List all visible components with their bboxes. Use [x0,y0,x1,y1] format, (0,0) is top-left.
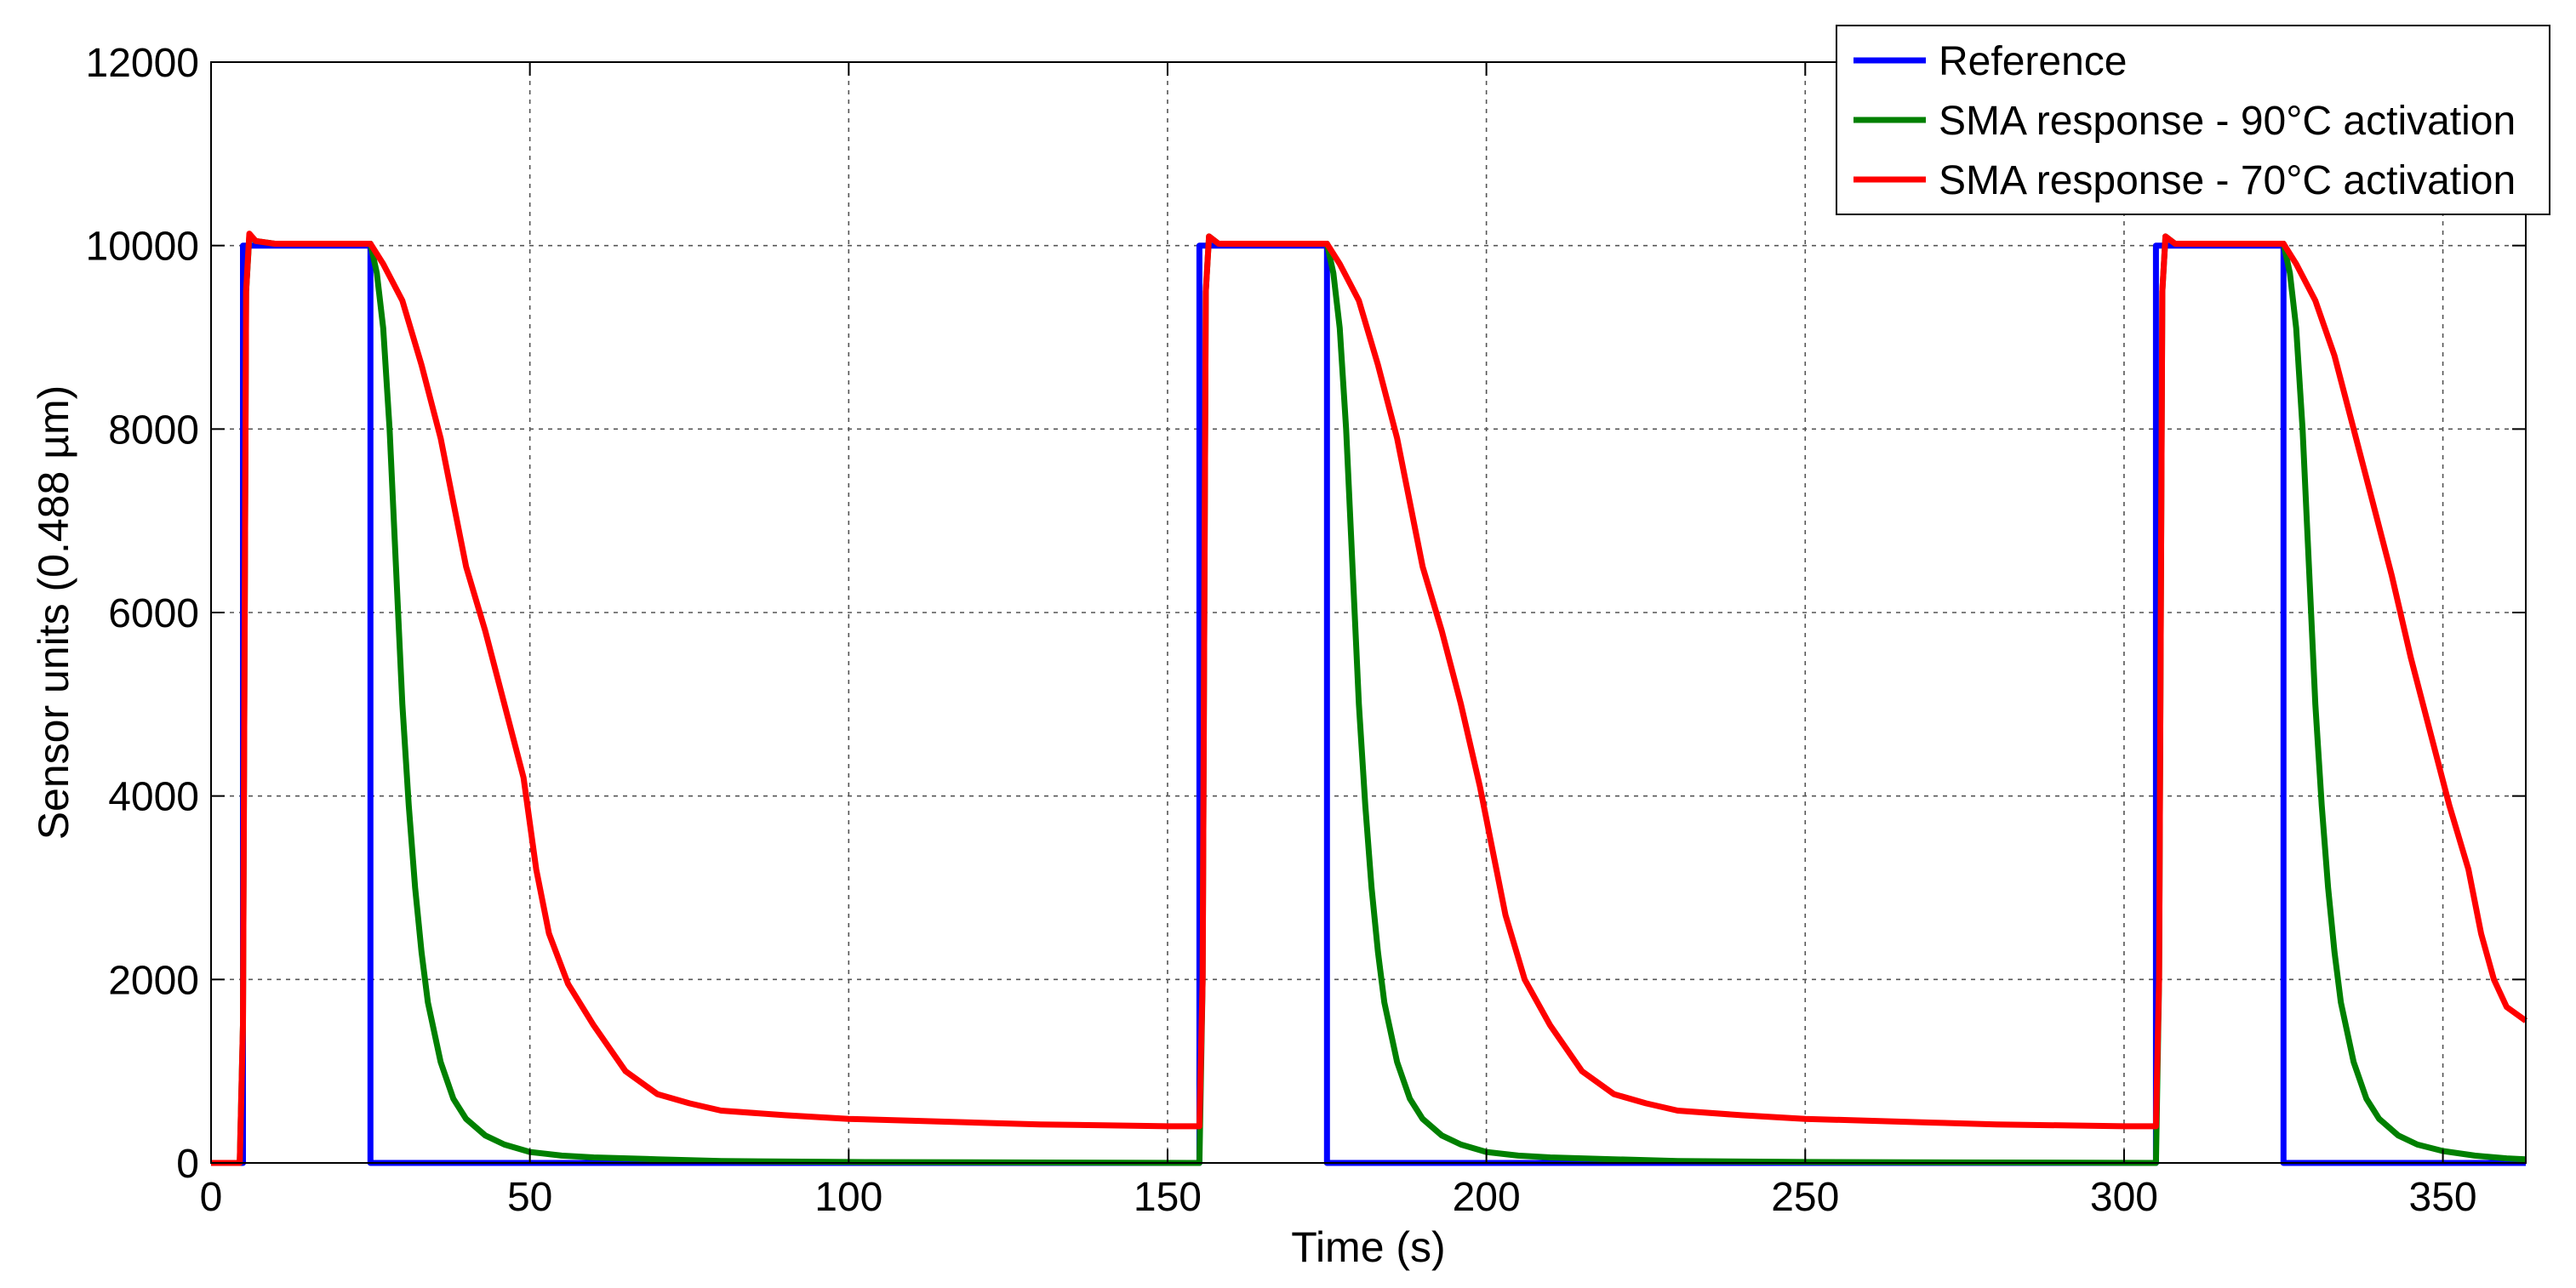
series-line-3 [211,231,2528,1166]
x-tick-label: 200 [1453,1175,1521,1220]
legend-label: Reference [1939,39,2127,84]
x-axis-label: Time (s) [1291,1223,1445,1271]
legend-label: SMA response - 70°C activation [1939,158,2516,203]
y-tick-label: 4000 [108,775,199,820]
data-series [211,231,2528,1166]
x-tick-label: 350 [2409,1175,2477,1220]
y-tick-label: 6000 [108,591,199,636]
grid-lines [211,62,2526,1163]
y-tick-label: 2000 [108,958,199,1003]
x-tick-label: 100 [814,1175,882,1220]
legend-box [1836,25,2550,215]
x-tick-label: 300 [2090,1175,2158,1220]
x-tick-label: 150 [1134,1175,1202,1220]
y-axis-label: Sensor units (0.488 µm) [30,385,77,841]
legend-label: SMA response - 90°C activation [1939,99,2516,144]
y-tick-label: 8000 [108,407,199,453]
series-line-2 [211,233,2527,1166]
y-tick-label: 12000 [86,41,199,86]
x-tick-label: 50 [507,1175,552,1220]
y-tick-label: 0 [176,1142,199,1187]
axis-ticks: 0 50 100 150 200 250 300 350 0 2000 4000 6000 8000 10… [86,41,2526,1220]
y-tick-label: 10000 [86,225,199,270]
x-tick-label: 0 [200,1175,223,1220]
legend: Reference SMA response - 90°C activation S… [1836,25,2550,215]
x-tick-label: 250 [1771,1175,1839,1220]
